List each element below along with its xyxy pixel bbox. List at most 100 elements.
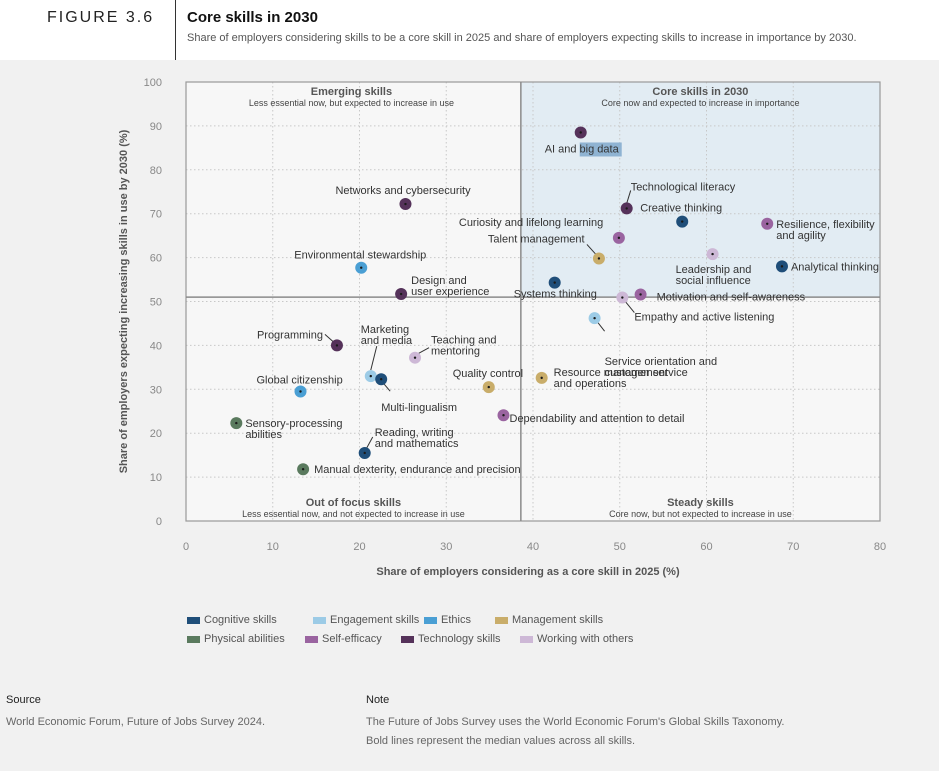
point-label: Reading, writing — [375, 427, 454, 439]
point-label: Programming — [257, 329, 323, 341]
point-label: Quality control — [453, 368, 523, 380]
data-point-center — [379, 378, 383, 381]
point-label: Analytical thinking — [791, 261, 879, 273]
y-tick-label: 90 — [150, 121, 162, 133]
legend-label: Engagement skills — [330, 614, 420, 626]
leader-line — [324, 334, 335, 343]
y-tick-label: 70 — [150, 209, 162, 221]
quadrant-title: Out of focus skills — [306, 497, 401, 509]
data-point-center — [363, 451, 366, 455]
data-point-center — [681, 220, 684, 223]
leader-line — [586, 244, 597, 255]
legend-swatch — [187, 635, 200, 643]
source-text: World Economic Forum, Future of Jobs Sur… — [6, 716, 266, 728]
legend-item: Working with others — [520, 633, 633, 645]
scatter-chart: 0 10 20 30 40 50 60 70 80 90 100 0 10 20 30 40 50 60 70 80 S… — [118, 77, 886, 578]
y-tick-label: 40 — [150, 340, 162, 352]
legend-label: Self-efficacy — [322, 633, 382, 645]
point-label: Technological literacy — [631, 181, 736, 193]
point-label: Resource management — [554, 367, 668, 379]
data-point-center — [360, 266, 363, 269]
x-tick-label: 30 — [440, 541, 452, 553]
data-point-center — [780, 265, 784, 268]
point-label: Dependability and attention to detail — [510, 413, 685, 425]
point-label: user experience — [411, 286, 489, 298]
point-label: Sensory-processing — [245, 418, 342, 430]
legend-item: Management skills — [495, 614, 603, 626]
point-label: and mathematics — [375, 438, 459, 450]
legend-item: Engagement skills — [313, 614, 419, 626]
data-point-center — [639, 293, 642, 296]
data-point-center — [502, 414, 505, 417]
legend-swatch — [495, 616, 508, 624]
legend-swatch — [401, 635, 414, 643]
data-point-center — [487, 385, 490, 389]
data-point-center — [369, 374, 372, 378]
plot-frame — [185, 81, 881, 522]
note-heading: Note — [366, 694, 390, 706]
data-point-center — [625, 207, 628, 210]
legend-item: Technology skills — [401, 633, 501, 645]
legend-swatch — [520, 635, 533, 643]
data-point-center — [413, 356, 417, 359]
legend-label: Management skills — [512, 614, 604, 626]
point-label: Resilience, flexibility — [776, 219, 875, 231]
figure-label: FIGURE 3.6 — [47, 9, 155, 26]
data-point-center — [766, 222, 769, 225]
point-label: Multi-lingualism — [381, 402, 457, 414]
point-label: and media — [361, 335, 413, 347]
figure-title: Core skills in 2030 — [187, 9, 318, 26]
point-label: customer service — [605, 367, 688, 379]
legend-swatch — [424, 616, 437, 624]
data-point-center — [553, 281, 556, 284]
legend-item: Physical abilities — [187, 633, 285, 645]
y-tick-label: 100 — [144, 77, 162, 89]
point-label: Global citizenship — [257, 374, 343, 386]
legend-item: Self-efficacy — [305, 633, 382, 645]
point-label: Creative thinking — [640, 203, 722, 215]
x-tick-label: 70 — [787, 541, 799, 553]
legend-label: Cognitive skills — [204, 614, 277, 626]
data-point-center — [540, 376, 543, 380]
point-label: Talent management — [488, 233, 585, 245]
y-tick-label: 10 — [150, 472, 162, 484]
quadrant-title: Emerging skills — [311, 86, 392, 98]
point-label: mentoring — [431, 346, 480, 358]
x-tick-label: 80 — [874, 541, 886, 553]
legend-label: Technology skills — [418, 633, 501, 645]
data-point-center — [301, 467, 305, 471]
quadrant-subtitle: Less essential now, but expected to incr… — [249, 98, 454, 108]
data-point-center — [621, 296, 624, 299]
label-highlight — [579, 142, 622, 157]
leader-line — [626, 190, 632, 204]
data-point-center — [399, 292, 403, 296]
point-label: Systems thinking — [514, 289, 597, 301]
header-divider — [175, 0, 176, 60]
point-label: and operations — [554, 378, 627, 390]
x-tick-label: 50 — [614, 541, 626, 553]
legend-item: Ethics — [424, 614, 471, 626]
legend-swatch — [313, 616, 326, 624]
point-label: Manual dexterity, endurance and precisio… — [314, 464, 520, 476]
point-label: social influence — [676, 275, 751, 287]
quadrant-subtitle: Core now and expected to increase in imp… — [601, 98, 799, 108]
point-label: Leadership and — [676, 264, 752, 276]
data-point-center — [711, 252, 714, 256]
x-axis-label: Share of employers considering as a core… — [376, 566, 680, 578]
point-label: Networks and cybersecurity — [335, 185, 471, 197]
point-label: Curiosity and lifelong learning — [459, 217, 603, 229]
leader-line — [383, 383, 391, 392]
legend-swatch — [305, 635, 318, 643]
point-label: Service orientation and — [605, 356, 718, 368]
data-point-center — [335, 344, 339, 347]
note-line-1: The Future of Jobs Survey uses the World… — [366, 716, 785, 728]
point-label: Environmental stewardship — [294, 250, 426, 262]
point-label: Teaching and — [431, 335, 496, 347]
y-tick-label: 20 — [150, 428, 162, 440]
legend-item: Cognitive skills — [187, 614, 277, 626]
data-point-center — [597, 257, 601, 260]
point-label: Empathy and active listening — [634, 312, 774, 324]
y-tick-label: 60 — [150, 253, 162, 265]
figure-subtitle: Share of employers considering skills to… — [187, 32, 857, 44]
point-label: AI and big data — [545, 143, 620, 155]
